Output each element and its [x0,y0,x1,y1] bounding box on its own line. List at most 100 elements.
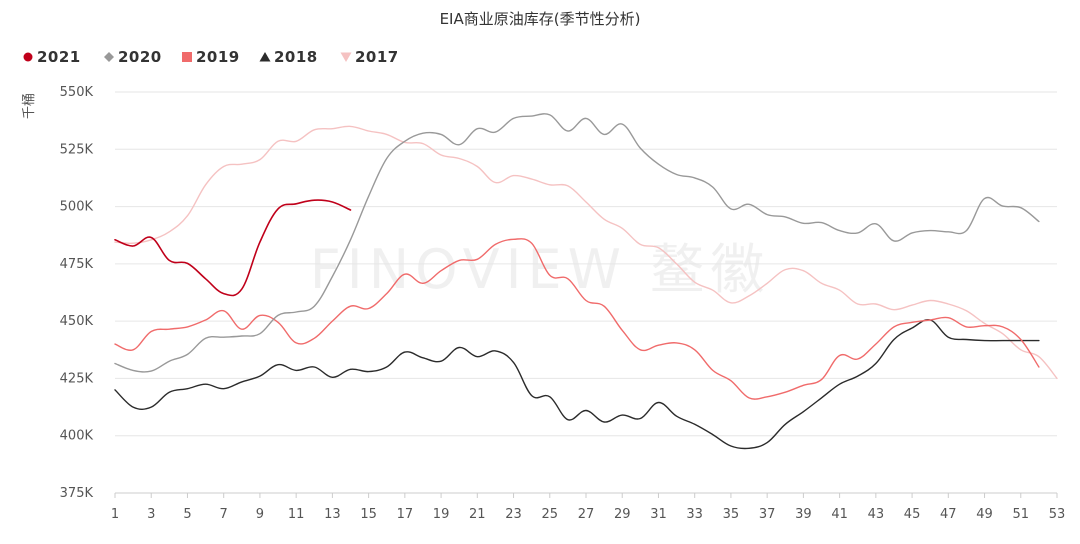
data-point-2019 [495,244,497,246]
data-point-2020 [1002,205,1004,207]
data-point-2021 [295,203,297,205]
legend-item-2017[interactable]: 2017 [340,48,399,66]
data-point-2020 [241,335,243,337]
data-point-2021 [150,237,152,239]
data-point-2017 [1038,356,1040,358]
data-point-2017 [658,247,660,249]
data-point-2018 [350,369,352,371]
data-point-2020 [531,115,533,117]
y-tick-label: 525K [60,142,94,157]
x-tick-label: 33 [686,507,703,522]
data-point-2019 [875,343,877,345]
data-point-2017 [150,239,152,241]
data-point-2020 [893,240,895,242]
data-point-2019 [314,338,316,340]
data-point-2017 [929,300,931,302]
data-point-2021 [332,201,334,203]
legend-item-2019[interactable]: 2019 [182,48,240,66]
y-tick-label: 400K [60,429,94,444]
x-tick-label: 3 [147,507,155,522]
data-point-2019 [567,278,569,280]
x-tick-label: 49 [976,507,993,522]
data-point-2018 [966,339,968,341]
data-point-2017 [386,134,388,136]
data-point-2018 [821,397,823,399]
data-point-2020 [621,123,623,125]
data-point-2017 [911,304,913,306]
data-point-2021 [277,208,279,210]
legend-label-2019: 2019 [196,48,240,66]
data-point-2019 [241,328,243,330]
data-point-2020 [929,230,931,232]
data-point-2018 [277,364,279,366]
legend: 2021 2020 2019 2018 2017 [23,48,399,66]
legend-item-2018[interactable]: 2018 [259,48,318,66]
data-point-2020 [350,239,352,241]
data-point-2018 [259,375,261,377]
data-point-2018 [513,362,515,364]
series-2018 [114,319,1040,450]
data-point-2018 [187,388,189,390]
x-tick-label: 23 [505,507,522,522]
data-point-2017 [368,130,370,132]
data-point-2020 [386,158,388,160]
data-point-2018 [114,389,116,391]
data-point-2017 [694,281,696,283]
data-point-2018 [585,410,587,412]
data-point-2018 [857,375,859,377]
data-point-2018 [477,356,479,358]
x-tick-label: 27 [578,507,595,522]
data-point-2019 [440,270,442,272]
x-tick-label: 43 [868,507,885,522]
series-2019 [114,238,1040,400]
data-point-2017 [821,283,823,285]
data-point-2020 [567,130,569,132]
data-point-2018 [984,340,986,342]
data-point-2019 [114,343,116,345]
data-point-2019 [205,319,207,321]
data-point-2019 [803,385,805,387]
data-point-2018 [658,402,660,404]
data-point-2018 [241,381,243,383]
y-tick-label: 375K [60,486,94,501]
x-tick-label: 13 [324,507,341,522]
data-point-2018 [567,419,569,421]
x-tick-label: 25 [541,507,558,522]
data-point-2017 [169,231,171,233]
data-point-2019 [169,328,171,330]
data-point-2019 [893,326,895,328]
data-point-2018 [150,406,152,408]
data-point-2017 [549,184,551,186]
data-point-2019 [422,283,424,285]
x-tick-label: 51 [1012,507,1029,522]
data-point-2019 [603,305,605,307]
data-point-2020 [785,216,787,218]
data-point-2019 [187,326,189,328]
data-point-2019 [839,355,841,357]
data-point-2020 [422,132,424,134]
data-point-2019 [748,397,750,399]
data-point-2020 [984,198,986,200]
legend-item-2020[interactable]: 2020 [104,48,162,66]
data-point-2018 [332,377,334,379]
data-point-2018 [839,383,841,385]
data-point-2018 [603,421,605,423]
legend-item-2021[interactable]: 2021 [23,48,81,66]
data-point-2017 [567,185,569,187]
plot-area [114,113,1058,450]
data-point-2019 [350,305,352,307]
data-point-2019 [223,310,225,312]
data-point-2020 [132,370,134,372]
square-marker-icon [182,52,192,62]
data-point-2020 [187,354,189,356]
data-point-2019 [549,275,551,277]
data-point-2019 [404,273,406,275]
data-point-2021 [132,245,134,247]
data-point-2020 [694,177,696,179]
data-point-2020 [513,118,515,120]
data-point-2019 [821,379,823,381]
series-line-2018 [114,319,1040,450]
data-point-2020 [676,174,678,176]
data-point-2019 [911,322,913,324]
